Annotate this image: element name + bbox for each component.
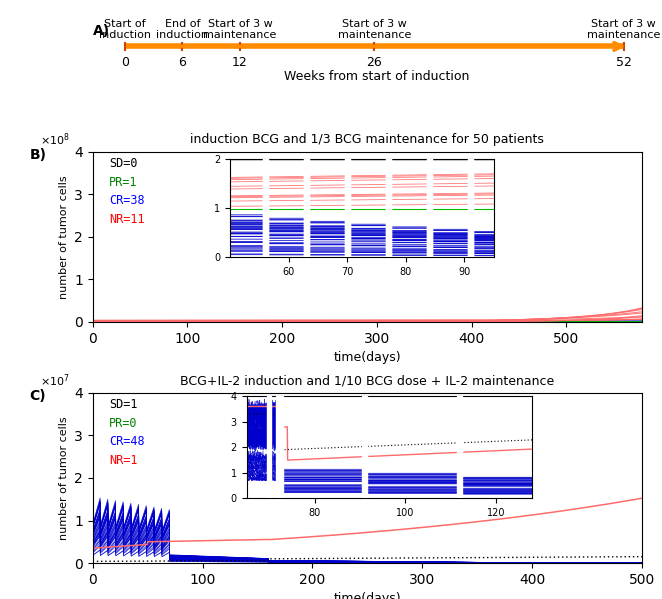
Text: 52: 52: [616, 56, 632, 69]
Text: End of
induction: End of induction: [156, 19, 209, 40]
Text: NR=1: NR=1: [109, 454, 138, 467]
Text: Start of 3 w
maintenance: Start of 3 w maintenance: [587, 19, 661, 40]
Text: SD=0: SD=0: [109, 157, 138, 170]
Text: CR=48: CR=48: [109, 435, 145, 449]
Title: induction BCG and 1/3 BCG maintenance for 50 patients: induction BCG and 1/3 BCG maintenance fo…: [191, 134, 544, 147]
Text: NR=11: NR=11: [109, 213, 145, 226]
Text: Start of 3 w
maintenance: Start of 3 w maintenance: [338, 19, 411, 40]
Text: PR=0: PR=0: [109, 417, 138, 429]
Text: $\times 10^8$: $\times 10^8$: [40, 132, 70, 149]
Title: BCG+IL-2 induction and 1/10 BCG dose + IL-2 maintenance: BCG+IL-2 induction and 1/10 BCG dose + I…: [180, 374, 555, 388]
Text: SD=1: SD=1: [109, 398, 138, 411]
Text: 6: 6: [178, 56, 186, 69]
X-axis label: time(days): time(days): [334, 592, 401, 599]
Text: CR=38: CR=38: [109, 194, 145, 207]
Text: C): C): [30, 389, 46, 404]
Text: A): A): [93, 24, 110, 38]
Text: Weeks from start of induction: Weeks from start of induction: [284, 69, 469, 83]
Y-axis label: number of tumor cells: number of tumor cells: [58, 416, 69, 540]
Text: Start of 3 w
maintenance: Start of 3 w maintenance: [203, 19, 277, 40]
Text: 12: 12: [232, 56, 248, 69]
Text: $\times 10^7$: $\times 10^7$: [40, 373, 70, 389]
Y-axis label: number of tumor cells: number of tumor cells: [58, 175, 69, 299]
X-axis label: time(days): time(days): [334, 351, 401, 364]
Text: PR=1: PR=1: [109, 176, 138, 189]
Text: 0: 0: [120, 56, 128, 69]
Text: B): B): [30, 149, 46, 162]
Text: 26: 26: [366, 56, 382, 69]
Text: Start of
induction: Start of induction: [99, 19, 151, 40]
